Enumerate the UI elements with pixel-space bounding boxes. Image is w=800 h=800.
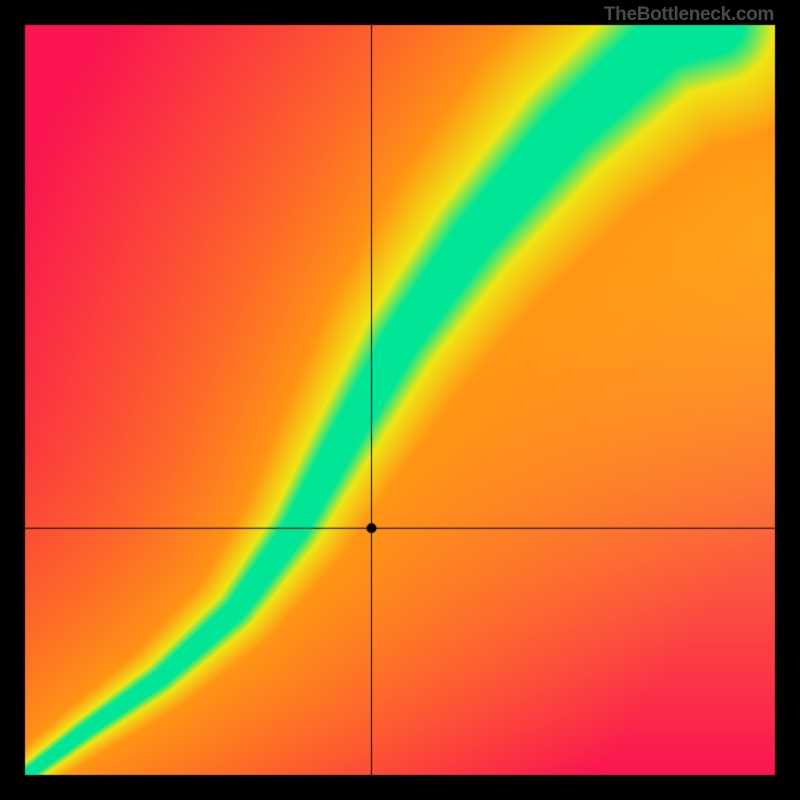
chart-container: TheBottleneck.com [0,0,800,800]
heatmap-canvas [0,0,800,800]
watermark-text: TheBottleneck.com [604,4,774,26]
